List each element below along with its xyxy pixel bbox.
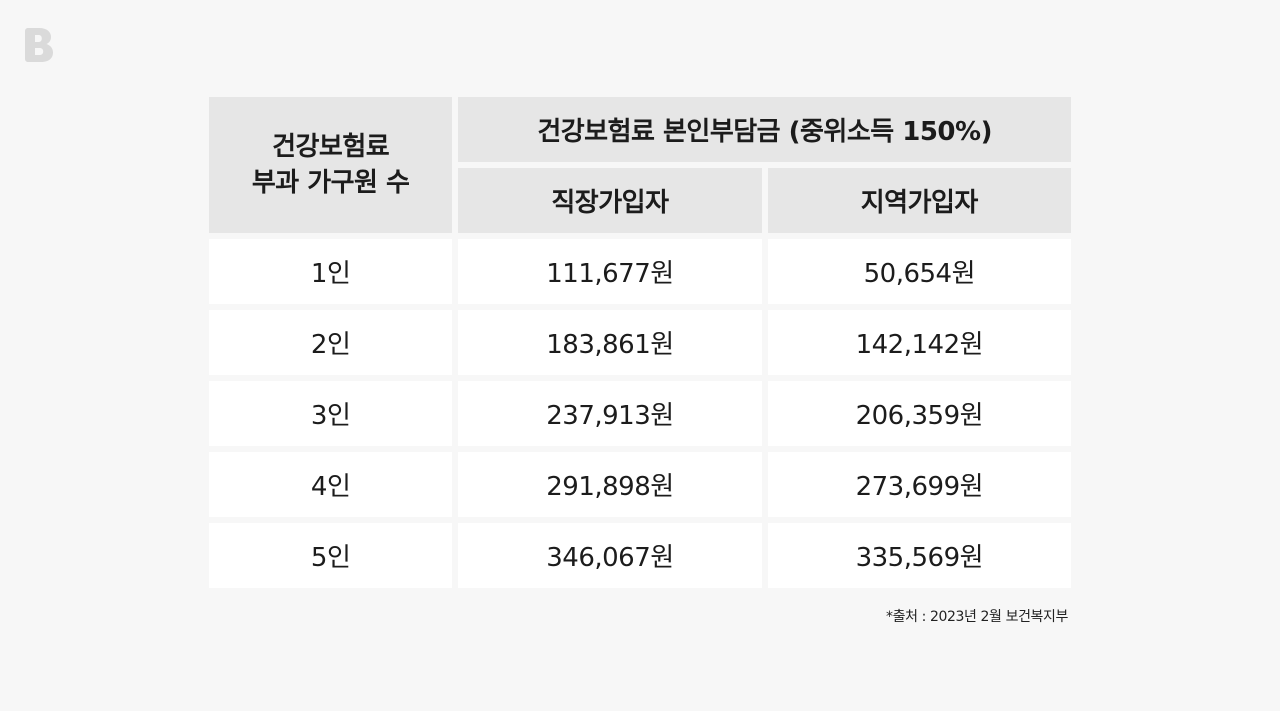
brand-b-logo-icon	[25, 28, 53, 62]
household-size-header-line-2: 부과 가구원 수	[251, 168, 410, 198]
source-note: *출처 : 2023년 2월 보건복지부	[886, 609, 1068, 625]
regional-premium-cell: 50,654원	[767, 239, 1071, 304]
household-size-cell: 3인	[209, 381, 453, 446]
table-row: 1인 111,677원 50,654원	[209, 239, 1071, 304]
employee-premium-cell: 111,677원	[458, 239, 762, 304]
regional-subscriber-header: 지역가입자	[767, 168, 1071, 233]
household-size-cell: 2인	[209, 310, 453, 375]
employee-premium-cell: 237,913원	[458, 381, 762, 446]
premium-table-container: 건강보험료 부과 가구원 수 건강보험료 본인부담금 (중위소득 150%) 직…	[209, 97, 1071, 588]
household-size-cell: 4인	[209, 452, 453, 517]
table-row: 4인 291,898원 273,699원	[209, 452, 1071, 517]
table-row: 2인 183,861원 142,142원	[209, 310, 1071, 375]
employee-premium-cell: 183,861원	[458, 310, 762, 375]
employee-premium-cell: 346,067원	[458, 523, 762, 588]
table-row: 5인 346,067원 335,569원	[209, 523, 1071, 588]
table-row: 3인 237,913원 206,359원	[209, 381, 1071, 446]
household-size-cell: 1인	[209, 239, 453, 304]
household-size-header-line-1: 건강보험료	[272, 132, 390, 162]
regional-premium-cell: 273,699원	[767, 452, 1071, 517]
regional-premium-cell: 335,569원	[767, 523, 1071, 588]
copay-group-header: 건강보험료 본인부담금 (중위소득 150%)	[458, 97, 1071, 162]
employee-subscriber-header: 직장가입자	[458, 168, 762, 233]
employee-premium-cell: 291,898원	[458, 452, 762, 517]
regional-premium-cell: 142,142원	[767, 310, 1071, 375]
regional-premium-cell: 206,359원	[767, 381, 1071, 446]
premium-table: 건강보험료 부과 가구원 수 건강보험료 본인부담금 (중위소득 150%) 직…	[203, 91, 1077, 594]
household-size-header: 건강보험료 부과 가구원 수	[209, 97, 453, 233]
household-size-cell: 5인	[209, 523, 453, 588]
